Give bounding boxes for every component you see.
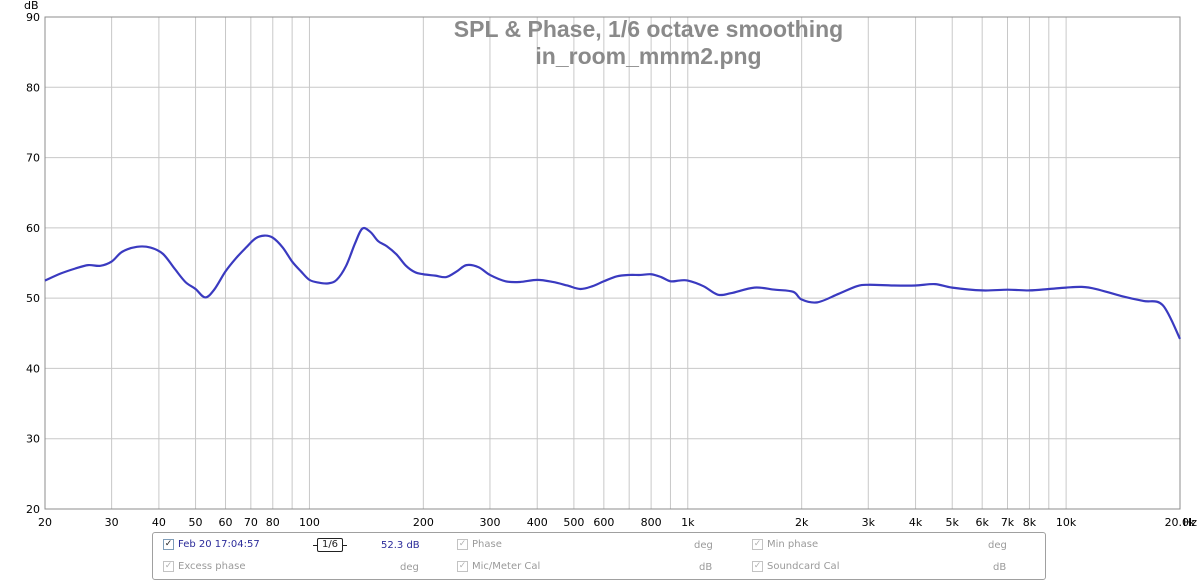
- x-tick-label: 3k: [862, 516, 876, 529]
- spl-chart: 20 30 40 50 60 70 80 90 20 30 40 50 60 70 80 100 200 300…: [24, 0, 1197, 529]
- y-axis-label: dB: [24, 0, 39, 12]
- x-tick-label: 4k: [909, 516, 923, 529]
- soundcard-cal-label: Soundcard Cal: [767, 561, 840, 572]
- soundcard-cal-unit: dB: [993, 562, 1007, 573]
- min-phase-checkbox[interactable]: ✓: [752, 539, 763, 550]
- y-tick-label: 90: [26, 11, 40, 24]
- x-tick-label: 10k: [1056, 516, 1077, 529]
- mic-cal-unit: dB: [699, 562, 713, 573]
- x-tick-label: 6k: [975, 516, 989, 529]
- y-tick-label: 50: [26, 292, 40, 305]
- phase-checkbox[interactable]: ✓: [457, 539, 468, 550]
- legend-panel: ✓ Feb 20 17:04:57 1/6 52.3 dB ✓ Phase de…: [152, 532, 1046, 580]
- min-phase-unit: deg: [988, 540, 1007, 551]
- x-tick-label: 1k: [681, 516, 695, 529]
- x-tick-label: 800: [641, 516, 662, 529]
- x-tick-labels: 20 30 40 50 60 70 80 100 200 300 400 500 600 800 1k 2k 3…: [38, 516, 1196, 529]
- excess-phase-checkbox[interactable]: ✓: [163, 561, 174, 572]
- x-tick-label: 100: [299, 516, 320, 529]
- y-tick-label: 30: [26, 433, 40, 446]
- x-axis-unit: Hz: [1183, 516, 1197, 529]
- measurement-label: Feb 20 17:04:57: [178, 539, 260, 550]
- y-tick-labels: 20 30 40 50 60 70 80 90: [26, 11, 40, 516]
- phase-unit: deg: [694, 540, 713, 551]
- x-tick-label: 5k: [946, 516, 960, 529]
- soundcard-cal-checkbox[interactable]: ✓: [752, 561, 763, 572]
- measurement-checkbox[interactable]: ✓: [163, 539, 174, 550]
- x-tick-label: 300: [479, 516, 500, 529]
- x-tick-label: 30: [105, 516, 119, 529]
- excess-phase-unit: deg: [400, 562, 419, 573]
- min-phase-label: Min phase: [767, 539, 819, 550]
- legend-item-excess-phase[interactable]: ✓ Excess phase: [163, 561, 246, 572]
- x-tick-label: 60: [219, 516, 233, 529]
- x-tick-label: 70: [244, 516, 258, 529]
- smoothing-value: 1/6: [316, 538, 344, 552]
- legend-item-measurement[interactable]: ✓ Feb 20 17:04:57: [163, 539, 260, 550]
- chart-grid: [45, 17, 1180, 509]
- x-tick-label: 600: [593, 516, 614, 529]
- x-tick-label: 400: [527, 516, 548, 529]
- x-tick-label: 8k: [1023, 516, 1037, 529]
- legend-item-phase[interactable]: ✓ Phase: [457, 539, 502, 550]
- plot-frame: [44, 16, 1181, 510]
- chart-subtitle: in_room_mmm2.png: [535, 43, 761, 69]
- x-tick-label: 20: [38, 516, 52, 529]
- mic-cal-checkbox[interactable]: ✓: [457, 561, 468, 572]
- x-tick-label: 200: [413, 516, 434, 529]
- x-tick-label: 40: [152, 516, 166, 529]
- legend-item-soundcard-cal[interactable]: ✓ Soundcard Cal: [752, 561, 839, 572]
- chart-title: SPL & Phase, 1/6 octave smoothing: [454, 16, 843, 42]
- excess-phase-label: Excess phase: [178, 561, 246, 572]
- x-tick-label: 2k: [795, 516, 809, 529]
- y-tick-label: 80: [26, 81, 40, 94]
- mic-cal-label: Mic/Meter Cal: [472, 561, 541, 572]
- legend-item-min-phase[interactable]: ✓ Min phase: [752, 539, 818, 550]
- x-tick-label: 50: [189, 516, 203, 529]
- smoothing-control[interactable]: 1/6: [313, 538, 347, 552]
- y-tick-label: 20: [26, 503, 40, 516]
- phase-label: Phase: [472, 539, 502, 550]
- level-readout: 52.3 dB: [381, 540, 420, 551]
- y-tick-label: 70: [26, 152, 40, 165]
- x-tick-label: 500: [563, 516, 584, 529]
- series-group: [44, 226, 1181, 340]
- x-tick-label: 80: [266, 516, 280, 529]
- x-tick-label: 20.0k: [1165, 516, 1196, 529]
- y-tick-label: 40: [26, 362, 40, 375]
- y-tick-label: 60: [26, 222, 40, 235]
- x-tick-label: 7k: [1001, 516, 1015, 529]
- legend-item-mic-cal[interactable]: ✓ Mic/Meter Cal: [457, 561, 540, 572]
- spl-series-line: [44, 226, 1181, 340]
